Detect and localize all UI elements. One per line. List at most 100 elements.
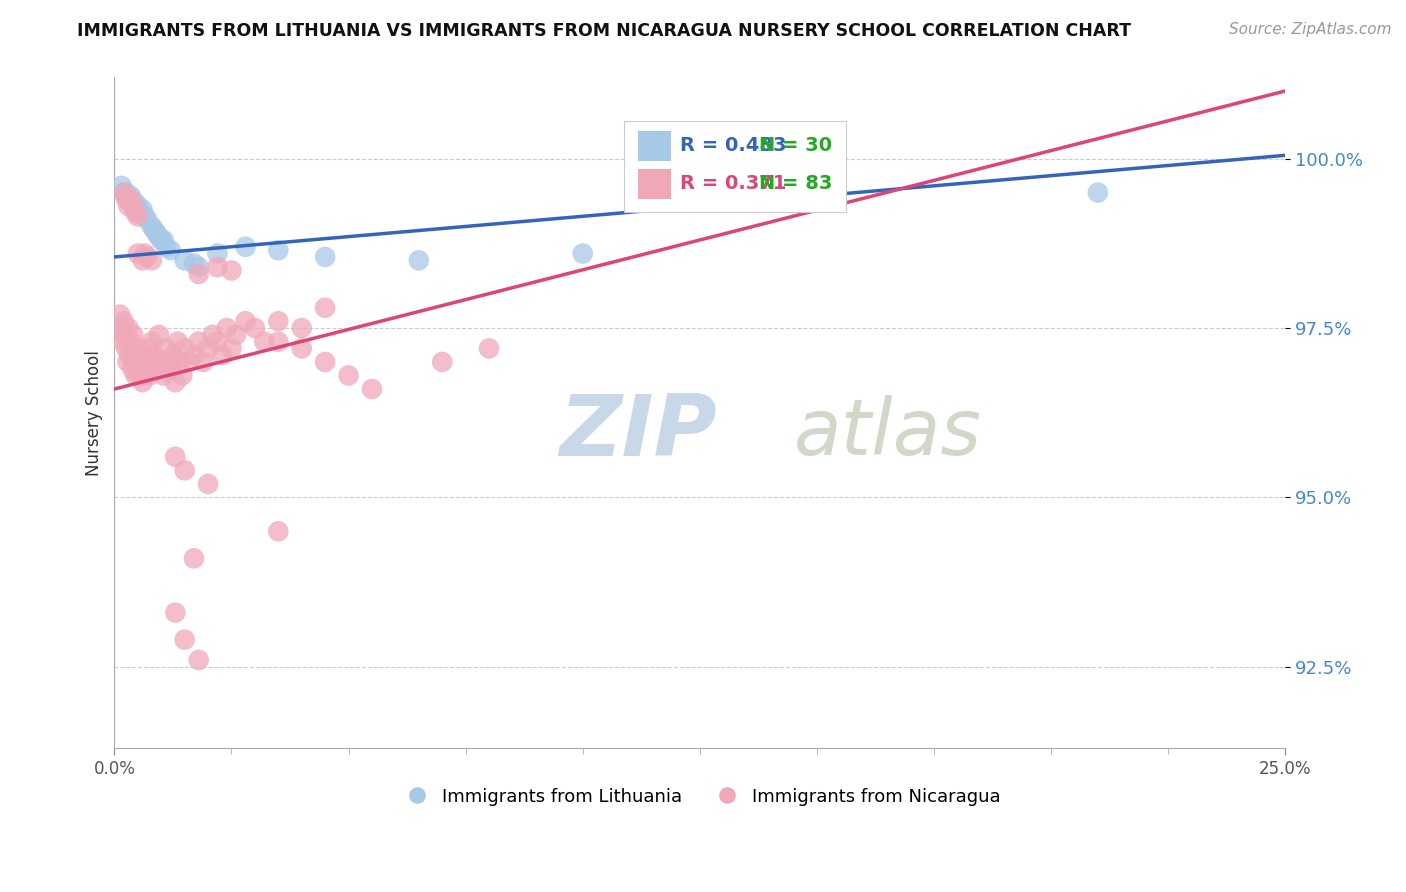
- Text: R = 0.371: R = 0.371: [681, 174, 786, 193]
- Point: [148, 327, 170, 342]
- Point: [155, 240, 177, 254]
- Text: ZIP: ZIP: [560, 392, 717, 475]
- Point: [136, 212, 159, 227]
- Point: [166, 334, 188, 349]
- Point: [122, 199, 145, 213]
- Point: [267, 334, 290, 349]
- Point: [183, 257, 205, 271]
- Point: [124, 195, 146, 210]
- Point: [165, 376, 187, 390]
- Point: [117, 321, 139, 335]
- Point: [179, 355, 201, 369]
- Point: [157, 355, 180, 369]
- Point: [193, 355, 215, 369]
- Point: [291, 321, 314, 335]
- Point: [134, 246, 156, 260]
- Point: [150, 355, 173, 369]
- Point: [115, 342, 138, 356]
- Point: [207, 246, 229, 260]
- Point: [148, 229, 170, 244]
- Point: [127, 355, 149, 369]
- Point: [1087, 186, 1109, 200]
- Point: [173, 342, 195, 356]
- Point: [215, 321, 238, 335]
- Point: [141, 219, 163, 234]
- Bar: [638, 131, 671, 161]
- Point: [235, 240, 257, 254]
- Point: [134, 209, 156, 223]
- Point: [117, 193, 139, 207]
- Point: [173, 463, 195, 477]
- Point: [173, 253, 195, 268]
- Point: [152, 233, 174, 247]
- Point: [221, 342, 243, 356]
- Point: [432, 355, 454, 369]
- Point: [162, 348, 184, 362]
- Point: [267, 314, 290, 328]
- FancyBboxPatch shape: [624, 121, 846, 211]
- Point: [131, 253, 153, 268]
- Text: N = 83: N = 83: [759, 174, 832, 193]
- Point: [197, 342, 219, 356]
- Point: [127, 199, 149, 213]
- Point: [152, 368, 174, 383]
- Point: [253, 334, 276, 349]
- Point: [112, 314, 135, 328]
- Point: [120, 189, 142, 203]
- Point: [121, 361, 143, 376]
- Text: N = 30: N = 30: [759, 136, 832, 154]
- Point: [337, 368, 360, 383]
- Point: [571, 246, 593, 260]
- Point: [117, 199, 139, 213]
- Text: Source: ZipAtlas.com: Source: ZipAtlas.com: [1229, 22, 1392, 37]
- Legend: Immigrants from Lithuania, Immigrants from Nicaragua: Immigrants from Lithuania, Immigrants fr…: [391, 780, 1008, 813]
- Point: [115, 186, 138, 200]
- Point: [235, 314, 257, 328]
- Point: [207, 334, 229, 349]
- Point: [145, 361, 167, 376]
- Point: [165, 450, 187, 464]
- Point: [112, 186, 135, 200]
- Point: [225, 327, 247, 342]
- Point: [187, 334, 209, 349]
- Point: [169, 355, 191, 369]
- Point: [314, 301, 336, 315]
- Point: [207, 260, 229, 274]
- Point: [136, 250, 159, 264]
- Point: [187, 653, 209, 667]
- Point: [115, 193, 138, 207]
- Point: [143, 348, 166, 362]
- Point: [131, 376, 153, 390]
- Point: [136, 342, 159, 356]
- Point: [143, 223, 166, 237]
- Point: [111, 334, 134, 349]
- Point: [120, 334, 142, 349]
- Point: [187, 260, 209, 274]
- Point: [118, 348, 141, 362]
- Point: [141, 334, 163, 349]
- Text: R = 0.483: R = 0.483: [681, 136, 786, 154]
- Point: [172, 368, 194, 383]
- Point: [183, 551, 205, 566]
- Point: [150, 233, 173, 247]
- Point: [129, 368, 152, 383]
- Point: [478, 342, 501, 356]
- Point: [159, 361, 181, 376]
- Point: [114, 327, 136, 342]
- Text: atlas: atlas: [793, 395, 981, 471]
- Text: IMMIGRANTS FROM LITHUANIA VS IMMIGRANTS FROM NICARAGUA NURSERY SCHOOL CORRELATIO: IMMIGRANTS FROM LITHUANIA VS IMMIGRANTS …: [77, 22, 1132, 40]
- Point: [122, 327, 145, 342]
- Point: [291, 342, 314, 356]
- Point: [127, 209, 149, 223]
- Point: [124, 206, 146, 220]
- Point: [131, 348, 153, 362]
- Point: [124, 368, 146, 383]
- Point: [131, 202, 153, 217]
- Point: [361, 382, 384, 396]
- Point: [110, 321, 132, 335]
- Point: [108, 308, 131, 322]
- Point: [267, 243, 290, 257]
- Point: [221, 263, 243, 277]
- Point: [201, 327, 224, 342]
- Point: [183, 348, 205, 362]
